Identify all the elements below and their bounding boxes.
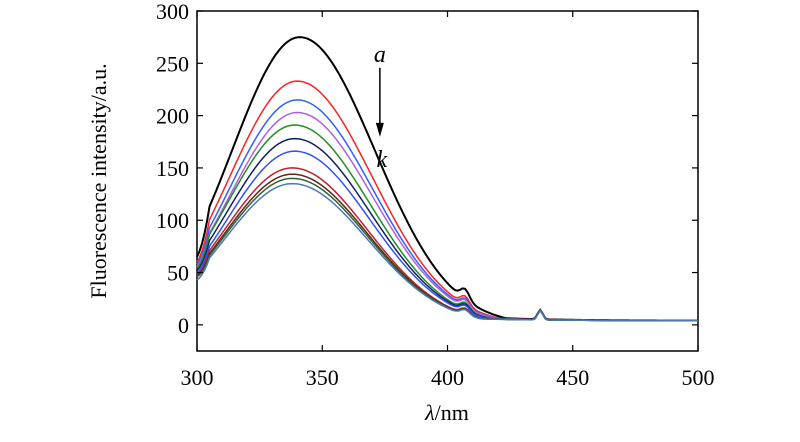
annotation-arrow-head: [375, 122, 384, 137]
y-tick-label: 300: [156, 0, 189, 24]
y-tick-label: 0: [178, 313, 189, 338]
x-axis-label: λ/nm: [424, 400, 469, 425]
y-tick-label: 50: [167, 261, 189, 286]
y-tick-label: 150: [156, 156, 189, 181]
annotation-start-label: a: [374, 42, 386, 68]
series-line-k: [196, 182, 699, 322]
annotation-end-label: k: [377, 147, 388, 173]
series-order-annotation: a k: [374, 42, 388, 173]
series-layer: [196, 36, 699, 322]
x-tick-label: 350: [306, 365, 339, 390]
series-line-d: [196, 111, 699, 322]
x-tick-label: 400: [431, 365, 464, 390]
x-tick-label: 300: [181, 365, 214, 390]
series-line-c: [196, 99, 698, 322]
y-tick-label: 100: [156, 208, 189, 233]
series-line-a: [196, 36, 699, 322]
series-line-h: [196, 167, 698, 322]
x-tick-label: 450: [556, 365, 589, 390]
y-axis-label: Fluorescence intensity/a.u.: [86, 63, 111, 298]
x-axis-ticks: 300 350 400 450 500: [181, 11, 715, 390]
x-axis-label-symbol: λ: [424, 400, 435, 425]
y-axis-ticks: 0 50 100 150 200 250 300: [156, 0, 698, 338]
series-line-f: [196, 137, 699, 322]
x-tick-label: 500: [682, 365, 715, 390]
y-tick-label: 200: [156, 104, 189, 129]
series-line-i: [196, 173, 698, 322]
y-tick-label: 250: [156, 51, 189, 76]
x-axis-label-unit: /nm: [435, 400, 469, 425]
